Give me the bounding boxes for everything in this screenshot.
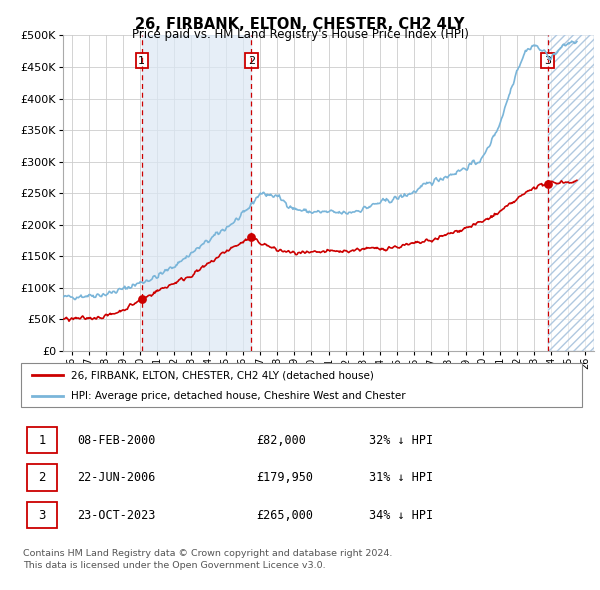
Text: Contains HM Land Registry data © Crown copyright and database right 2024.: Contains HM Land Registry data © Crown c… (23, 549, 392, 558)
Text: £265,000: £265,000 (257, 509, 314, 522)
Text: 23-OCT-2023: 23-OCT-2023 (77, 509, 155, 522)
Text: 3: 3 (38, 509, 46, 522)
Text: 26, FIRBANK, ELTON, CHESTER, CH2 4LY: 26, FIRBANK, ELTON, CHESTER, CH2 4LY (136, 17, 464, 31)
Text: 08-FEB-2000: 08-FEB-2000 (77, 434, 155, 447)
Text: £179,950: £179,950 (257, 471, 314, 484)
Bar (142, 35, 251, 351)
Point (137, 294, 146, 304)
Text: 26, FIRBANK, ELTON, CHESTER, CH2 4LY (detached house): 26, FIRBANK, ELTON, CHESTER, CH2 4LY (de… (71, 371, 374, 380)
Text: 1: 1 (138, 55, 145, 65)
FancyBboxPatch shape (26, 427, 58, 454)
FancyBboxPatch shape (26, 464, 58, 491)
FancyBboxPatch shape (26, 502, 58, 529)
Text: £82,000: £82,000 (257, 434, 307, 447)
Text: This data is licensed under the Open Government Licence v3.0.: This data is licensed under the Open Gov… (23, 561, 325, 570)
Text: 32% ↓ HPI: 32% ↓ HPI (369, 434, 433, 447)
Point (543, 179, 553, 188)
Point (247, 232, 256, 242)
Text: 1: 1 (38, 434, 46, 447)
Text: 31% ↓ HPI: 31% ↓ HPI (369, 471, 433, 484)
Text: HPI: Average price, detached house, Cheshire West and Chester: HPI: Average price, detached house, Ches… (71, 391, 406, 401)
Text: 3: 3 (544, 55, 551, 65)
Text: Price paid vs. HM Land Registry's House Price Index (HPI): Price paid vs. HM Land Registry's House … (131, 28, 469, 41)
Text: 2: 2 (248, 55, 255, 65)
Text: 2: 2 (38, 471, 46, 484)
FancyBboxPatch shape (21, 363, 582, 407)
Text: 22-JUN-2006: 22-JUN-2006 (77, 471, 155, 484)
Text: 34% ↓ HPI: 34% ↓ HPI (369, 509, 433, 522)
